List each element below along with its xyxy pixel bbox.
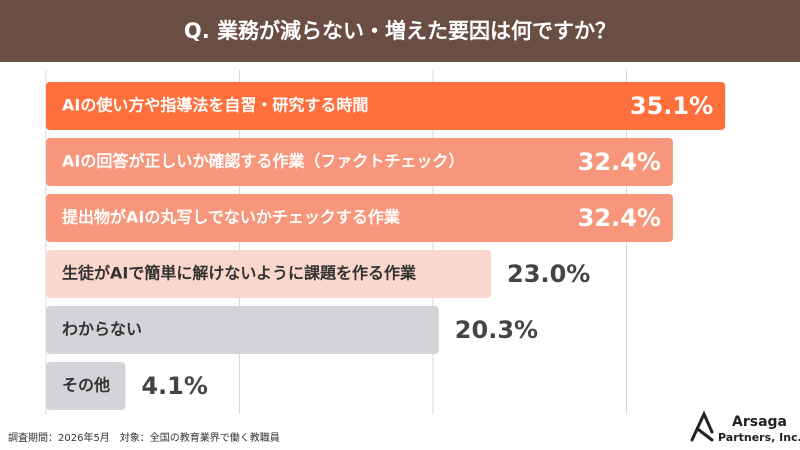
brand-sub: Partners, Inc.: [718, 431, 800, 444]
bar: [46, 250, 492, 298]
bar: [46, 194, 673, 242]
value-label: 4.1%: [141, 372, 208, 400]
bar: [46, 306, 439, 354]
chart-title: Q. 業務が減らない・増えた要因は何ですか？: [184, 19, 616, 43]
category-label: AIの使い方や指導法を自習・研究する時間: [62, 96, 368, 115]
category-label: 生徒がAIで簡単に解けないように課題を作る作業: [62, 264, 417, 283]
logo-icon: [690, 410, 714, 442]
bar: [46, 362, 126, 410]
bar: [46, 82, 726, 130]
value-label: 35.1%: [630, 92, 713, 120]
header-band: [0, 0, 800, 62]
value-label: 32.4%: [578, 204, 661, 232]
category-label: わからない: [62, 320, 142, 339]
footnote: 調査期間：2026年5月 対象：全国の教育業界で働く教職員: [8, 431, 280, 444]
brand-name: Arsaga: [732, 414, 787, 430]
category-label: AIの回答が正しいか確認する作業（ファクトチェック）: [62, 152, 464, 171]
bar: [46, 138, 673, 186]
value-label: 20.3%: [455, 316, 538, 344]
brand-logo: Arsaga Partners, Inc.: [690, 410, 800, 444]
category-label: その他: [62, 376, 110, 395]
value-label: 32.4%: [578, 148, 661, 176]
category-label: 提出物がAIの丸写しでないかチェックする作業: [62, 208, 401, 227]
value-label: 23.0%: [507, 260, 590, 288]
